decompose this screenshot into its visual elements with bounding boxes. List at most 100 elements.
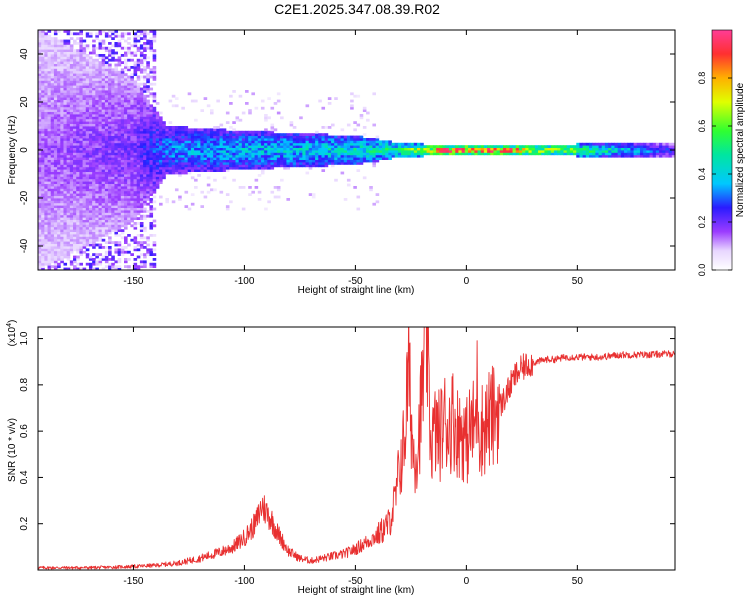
spectrogram-cell — [143, 111, 147, 115]
spectrogram-cell — [63, 222, 68, 225]
spectrogram-cell — [305, 147, 310, 151]
spectrogram-cell — [38, 267, 42, 270]
spectrogram-cell — [53, 181, 58, 184]
spectrogram-cell — [190, 166, 195, 170]
spectrogram-cell — [270, 190, 275, 194]
spectrogram-cell — [127, 133, 131, 136]
spectrogram-cell — [114, 248, 119, 252]
spectrogram-cell — [254, 130, 259, 134]
spectrogram-cell — [146, 250, 150, 254]
spectrogram-cell — [232, 90, 236, 93]
spectrogram-cell — [120, 157, 125, 160]
spectrogram-cell — [439, 147, 443, 151]
spectrogram-cell — [79, 198, 83, 201]
spectrogram-cell — [127, 217, 131, 220]
spectrogram-cell — [350, 147, 354, 151]
spectrogram-cell — [88, 78, 93, 81]
spectrogram-cell — [111, 198, 115, 201]
spectrogram-cell — [104, 116, 109, 120]
spectrogram-cell — [168, 121, 173, 124]
spectrogram-cell — [503, 147, 507, 151]
spectrogram-cell — [73, 87, 77, 91]
spectrogram-cell — [152, 121, 157, 124]
spectrogram-cell — [124, 106, 128, 110]
spectrogram-cell — [85, 111, 90, 115]
spectrogram-cell — [38, 109, 42, 112]
spectrogram-cell — [79, 253, 83, 256]
spectrogram-cell — [143, 94, 147, 98]
spectrogram-cell — [76, 205, 80, 208]
spectrogram-cell — [98, 246, 103, 249]
spectrogram-cell — [79, 238, 83, 242]
spectrogram-cell — [397, 142, 402, 146]
spectrogram-cell — [50, 214, 55, 218]
spectrogram-cell — [88, 171, 93, 175]
spectrogram-cell — [108, 92, 112, 96]
spectrogram-cell — [139, 87, 144, 91]
spectrogram-cell — [98, 87, 103, 91]
spectrogram-cell — [38, 78, 42, 81]
spectrogram-cell — [270, 135, 275, 139]
spectrogram-cell — [149, 166, 154, 170]
spectrogram-cell — [111, 87, 115, 91]
spectrogram-cell — [124, 198, 128, 201]
spectrogram-cell — [63, 162, 68, 165]
spectrogram-cell — [57, 231, 61, 235]
spectrogram-cell — [76, 212, 80, 216]
spectrogram-cell — [292, 133, 297, 136]
spectrogram-cell — [321, 142, 326, 146]
spectrogram-cell — [245, 135, 249, 139]
spectrogram-cell — [69, 66, 74, 69]
spectrogram-cell — [50, 106, 55, 110]
spectrogram-cell — [98, 262, 103, 266]
spectrogram-cell — [79, 104, 83, 108]
spectrogram-cell — [321, 152, 326, 156]
spectrogram-cell — [44, 58, 48, 62]
spectrogram-cell — [53, 176, 58, 180]
spectrogram-cell — [111, 70, 115, 74]
spectrogram-cell — [146, 193, 150, 196]
spectrogram-cell — [127, 114, 131, 117]
spectrogram-cell — [133, 267, 138, 270]
spectrogram-cell — [394, 154, 399, 158]
spectrogram-cell — [174, 154, 179, 158]
spectrogram-cell — [139, 97, 144, 100]
spectrogram-cell — [127, 37, 131, 40]
spectrogram-cell — [174, 152, 179, 156]
spectrogram-cell — [566, 152, 571, 156]
spectrogram-cell — [665, 152, 670, 156]
spectrogram-cell — [257, 135, 262, 139]
spectrogram-cell — [136, 198, 141, 201]
spectrogram-cell — [79, 250, 83, 254]
spectrogram-cell — [251, 152, 255, 156]
spectrogram-cell — [76, 150, 80, 153]
spectrogram-cell — [47, 138, 52, 141]
spectrogram-cell — [184, 126, 189, 129]
spectrogram-cell — [264, 116, 268, 120]
spectrogram-cell — [496, 152, 501, 156]
spectrogram-cell — [117, 260, 122, 264]
spectrogram-cell — [38, 152, 42, 156]
spectrogram-cell — [133, 87, 138, 91]
spectrogram-cell — [82, 121, 87, 124]
spectrogram-cell — [73, 90, 77, 93]
spectrogram-cell — [219, 169, 224, 172]
spectrogram-cell — [139, 207, 144, 211]
spectrogram-cell — [251, 92, 255, 96]
spectrogram-cell — [82, 99, 87, 103]
spectrogram-cell — [359, 116, 364, 120]
spectrogram-cell — [544, 147, 548, 151]
spectrogram-cell — [85, 202, 90, 206]
spectrogram-cell — [111, 241, 115, 244]
spectrogram-cell — [410, 150, 415, 153]
spectrogram-cell — [53, 166, 58, 170]
spectrogram-cell — [327, 97, 332, 100]
spectrogram-cell — [41, 205, 45, 208]
spectrogram-cell — [79, 186, 83, 189]
spectrogram-cell — [174, 159, 179, 163]
spectrogram-cell — [44, 135, 48, 139]
spectrogram-cell — [174, 147, 179, 151]
spectrogram-cell — [292, 154, 297, 158]
spectrogram-cell — [124, 90, 128, 93]
spectrogram-cell — [248, 142, 252, 146]
